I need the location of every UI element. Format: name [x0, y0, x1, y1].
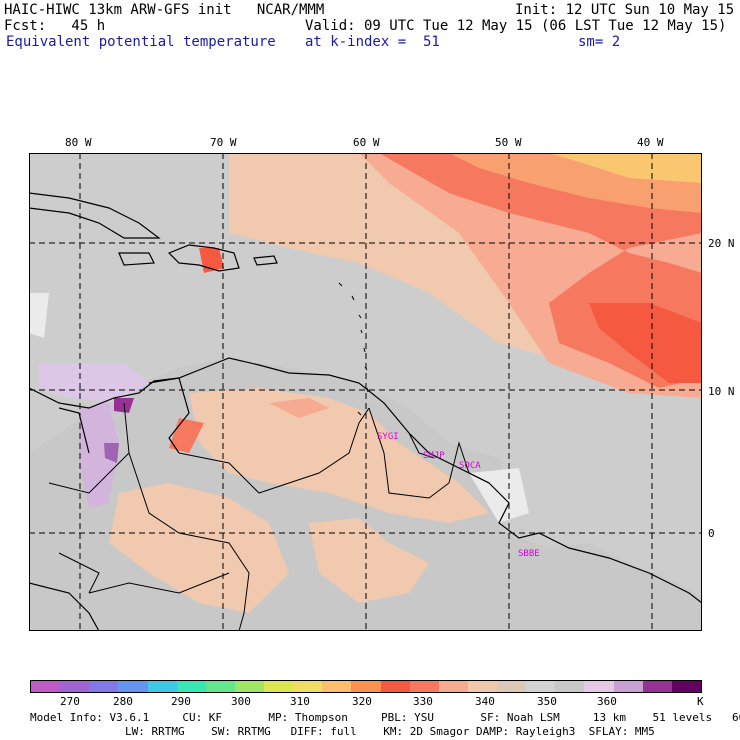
field-name: Equivalent potential temperature: [6, 34, 276, 50]
map-panel: [29, 153, 702, 631]
colorbar-swatch-20: [613, 681, 643, 692]
colorbar-swatch-8: [264, 681, 294, 692]
field-white-patch-2: [469, 468, 529, 523]
colorbar-swatch-5: [176, 681, 206, 692]
colorbar-swatch-21: [642, 681, 672, 692]
colorbar-swatch-4: [147, 681, 177, 692]
lon-label-70w: 70 W: [210, 136, 237, 149]
coastlines: [29, 192, 702, 631]
colorbar-label-310: 310: [290, 695, 310, 708]
lat-label-10n: 10 N: [708, 385, 735, 398]
lon-label-80w: 80 W: [65, 136, 92, 149]
colorbar-swatch-9: [293, 681, 323, 692]
colorbar-swatch-17: [526, 681, 556, 692]
colorbar-swatch-7: [234, 681, 264, 692]
colorbar-label-290: 290: [171, 695, 191, 708]
field-cool-colombia: [79, 403, 119, 508]
colorbar-swatch-11: [351, 681, 381, 692]
station-sbbe: SBBE: [518, 549, 540, 559]
colorbar-label-330: 330: [413, 695, 433, 708]
colorbar-swatch-22: [671, 681, 701, 692]
field-band-320: [549, 153, 702, 183]
colorbar-label-280: 280: [113, 695, 133, 708]
colorbar: [30, 680, 702, 693]
init-time: Init: 12 UTC Sun 10 May 15: [515, 2, 735, 18]
lon-label-50w: 50 W: [495, 136, 522, 149]
colorbar-swatch-6: [205, 681, 235, 692]
forecast-hour: Fcst: 45 h: [4, 18, 106, 34]
lon-label-60w: 60 W: [353, 136, 380, 149]
station-smjp: SMJP: [423, 451, 445, 461]
colorbar-swatch-15: [467, 681, 497, 692]
field-warm-patch: [269, 398, 329, 418]
map-frame: [29, 153, 702, 631]
header-title: HAIC-HIWC 13km ARW-GFS init NCAR/MMM: [4, 2, 325, 18]
colorbar-swatch-16: [497, 681, 527, 692]
field-land-340b: [109, 483, 289, 613]
colorbar-swatch-19: [584, 681, 614, 692]
smoothing-label: sm= 2: [578, 34, 621, 50]
colorbar-swatch-14: [438, 681, 468, 692]
field-white-patch: [29, 293, 49, 338]
model-info-line1: Model Info: V3.6.1 CU: KF MP: Thompson P…: [30, 711, 740, 724]
colorbar-swatch-1: [60, 681, 90, 692]
field-land-340: [189, 388, 489, 523]
colorbar-swatch-10: [322, 681, 352, 692]
colorbar-label-320: 320: [352, 695, 372, 708]
colorbar-swatch-0: [31, 681, 61, 692]
colorbar-unit: K: [697, 695, 704, 708]
colorbar-swatch-12: [380, 681, 410, 692]
colorbar-swatch-13: [409, 681, 439, 692]
colorbar-label-350: 350: [537, 695, 557, 708]
field-cool-caribbean: [39, 363, 149, 403]
lat-label-20n: 20 N: [708, 237, 735, 250]
valid-time: Valid: 09 UTC Tue 12 May 15 (06 LST Tue …: [305, 18, 727, 34]
graticule: [29, 153, 702, 631]
colorbar-label-300: 300: [231, 695, 251, 708]
lon-label-40w: 40 W: [637, 136, 664, 149]
field-land-340c: [309, 518, 429, 603]
colorbar-swatch-2: [89, 681, 119, 692]
colorbar-label-340: 340: [475, 695, 495, 708]
colorbar-label-270: 270: [60, 695, 80, 708]
field-cold-patch-2: [104, 443, 119, 463]
level-label: at k-index = 51: [305, 34, 440, 50]
field-core-330: [589, 303, 702, 383]
colorbar-swatch-18: [555, 681, 585, 692]
station-soca: SOCA: [459, 461, 481, 471]
colorbar-swatch-3: [118, 681, 148, 692]
station-sygi: SYGI: [377, 432, 399, 442]
model-info-line2: LW: RRTMG SW: RRTMG DIFF: full KM: 2D Sm…: [125, 725, 655, 738]
colorbar-label-360: 360: [597, 695, 617, 708]
lat-label-eq: 0: [708, 527, 715, 540]
